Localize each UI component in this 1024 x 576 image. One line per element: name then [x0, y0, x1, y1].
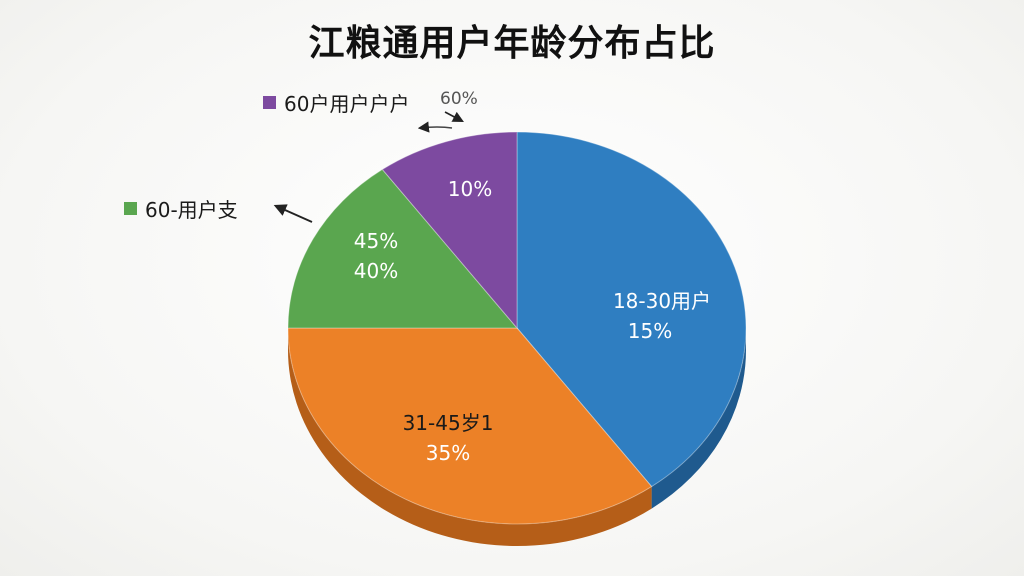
slice-label-0-name: 18-30用户	[613, 289, 711, 313]
slice-label-2-value: 45%	[354, 229, 398, 253]
legend-label-1: 60-用户支	[145, 198, 238, 222]
legend: 60户用户户户 60% 60-用户支	[124, 89, 478, 222]
pie-depth-group	[288, 328, 746, 546]
pie-slice-1	[287, 327, 653, 525]
leader-arrow-purple	[417, 121, 453, 133]
legend-swatch-purple	[263, 96, 276, 109]
pie-slice-3	[381, 131, 518, 330]
slice-label-3-value: 10%	[448, 177, 492, 201]
legend-label-0-overlap: 60%	[440, 89, 478, 109]
slice-label-1-name: 31-45岁1	[403, 411, 494, 435]
slice-labels-group: 18-30用户 15% 31-45岁1 35% 45% 40% 10%	[354, 177, 711, 465]
slice-label-1-value: 35%	[426, 441, 470, 465]
chart-title: 江粮通用户年龄分布占比	[308, 23, 716, 64]
slice-label-2-value-2: 40%	[354, 259, 398, 283]
leader-arrow-purple-2	[444, 111, 464, 123]
legend-label-0: 60户用户户户	[284, 92, 409, 116]
slice-label-0-value: 15%	[628, 319, 672, 343]
leader-arrows	[273, 111, 464, 223]
pie-slice-side-0	[651, 328, 746, 509]
legend-swatch-green	[124, 202, 137, 215]
leader-arrow-green	[273, 204, 313, 223]
pie-slice-2	[287, 168, 519, 329]
pie-slice-0	[516, 131, 747, 488]
pie-slices-group	[287, 131, 747, 525]
pie-slice-side-1	[288, 328, 652, 546]
